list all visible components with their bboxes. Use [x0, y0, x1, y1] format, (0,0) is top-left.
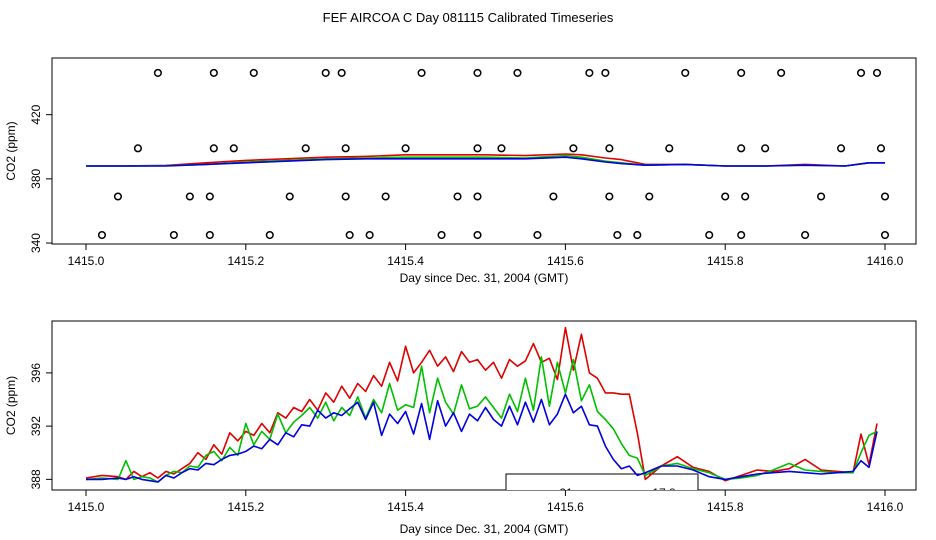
calibration-point	[113, 192, 123, 201]
bottom-plot-frame	[51, 320, 917, 491]
bottom-series-red	[85, 326, 878, 482]
top-y-tick-label: 380	[29, 169, 43, 189]
calibration-point	[365, 230, 374, 240]
bottom-x-tick-label: 1416.0	[867, 500, 904, 514]
bottom-x-tick-label: 1415.8	[707, 500, 744, 514]
top-x-tick-label: 1415.2	[227, 254, 264, 268]
bottom-x-axis-label: Day since Dec. 31, 2004 (GMT)	[400, 522, 569, 536]
bottom-y-tick-label: 396	[29, 363, 43, 383]
calibration-point	[817, 192, 826, 201]
legend-label-2: 17.8	[652, 486, 676, 500]
calibration-point	[737, 144, 746, 153]
calibration-point	[872, 68, 882, 77]
calibration-point	[97, 230, 107, 240]
calibration-point	[321, 68, 330, 77]
calibration-point	[337, 68, 346, 77]
legend-frame	[505, 473, 699, 490]
top-y-tick-label: 340	[29, 233, 43, 253]
calibration-point	[681, 68, 690, 77]
calibration-point	[880, 230, 890, 240]
calibration-point	[837, 144, 846, 153]
top-x-tick-label: 1415.8	[707, 254, 744, 268]
calibration-point	[777, 68, 786, 77]
calibration-point	[605, 192, 614, 201]
calibration-point	[633, 230, 642, 240]
calibration-point	[265, 230, 274, 240]
calibration-point	[169, 230, 178, 240]
top-x-axis-label: Day since Dec. 31, 2004 (GMT)	[400, 271, 569, 285]
bottom-series-group	[85, 326, 878, 483]
calibration-point	[301, 144, 310, 153]
top-series-blue	[86, 156, 885, 167]
calibration-point	[721, 192, 730, 201]
calibration-point	[585, 68, 594, 77]
calibration-point	[229, 144, 238, 153]
bottom-series-green	[85, 356, 878, 483]
calibration-point	[185, 192, 194, 201]
bottom-x-tick-label: 1415.4	[387, 500, 424, 514]
calibration-point	[417, 68, 426, 77]
bottom-y-axis-label: CO2 (ppm)	[4, 376, 18, 435]
calibration-point	[341, 192, 350, 201]
bottom-x-tick-label: 1415.6	[547, 500, 584, 514]
bottom-legend-box: 21 17.8	[505, 473, 699, 500]
calibration-point	[453, 192, 462, 201]
calibration-point	[497, 144, 506, 153]
calibration-point	[737, 230, 746, 240]
top-x-tick-label: 1415.0	[68, 254, 105, 268]
top-series-group	[86, 153, 885, 167]
calibration-point	[613, 230, 622, 240]
calibration-point	[205, 230, 214, 240]
calibration-point	[761, 144, 770, 153]
bottom-x-tick-label: 1415.0	[68, 500, 105, 514]
calibration-point	[345, 230, 354, 240]
bottom-x-tick-label: 1415.2	[227, 500, 264, 514]
top-panel: 1415.0 1415.2 1415.4 1415.6 1415.8 1416.0 340 3…	[4, 57, 917, 285]
calibration-point	[876, 144, 886, 153]
calibration-point	[665, 144, 674, 153]
calibration-point	[856, 68, 866, 77]
calibration-point	[381, 192, 390, 201]
top-x-tick-label: 1415.4	[387, 254, 424, 268]
top-plot-frame	[51, 57, 917, 245]
calibration-point	[880, 192, 890, 201]
calibration-point	[569, 144, 578, 153]
calibration-point	[473, 230, 482, 240]
calibration-point	[549, 192, 558, 201]
calibration-point	[801, 230, 810, 240]
calibration-point	[249, 68, 258, 77]
calibration-point	[285, 192, 294, 201]
calibration-point	[153, 68, 162, 77]
calibration-point	[645, 192, 654, 201]
calibration-point	[737, 68, 746, 77]
bottom-y-tick-label: 392	[29, 416, 43, 436]
calibration-point	[473, 68, 482, 77]
bottom-series-blue	[86, 393, 878, 483]
legend-label-1: 21	[559, 486, 573, 500]
calibration-point	[705, 230, 714, 240]
calibration-point	[341, 144, 350, 153]
calibration-point	[533, 230, 542, 240]
calibration-point	[209, 68, 218, 77]
calibration-point	[513, 68, 522, 77]
calibration-point	[205, 192, 214, 201]
calibration-point	[473, 192, 482, 201]
top-calibration-points	[97, 68, 890, 240]
chart-title: FEF AIRCOA C Day 081115 Calibrated Times…	[323, 10, 614, 25]
calibration-point	[473, 144, 482, 153]
calibration-point	[133, 144, 142, 153]
calibration-point	[401, 144, 410, 153]
top-x-tick-label: 1415.6	[547, 254, 584, 268]
top-y-tick-label: 420	[29, 104, 43, 124]
calibration-point	[209, 144, 218, 153]
bottom-panel: 1415.0 1415.2 1415.4 1415.6 1415.8 1416.0 388 3…	[4, 320, 917, 536]
top-x-tick-label: 1416.0	[867, 254, 904, 268]
calibration-point	[605, 144, 614, 153]
calibration-point	[601, 68, 610, 77]
top-y-axis-label: CO2 (ppm)	[4, 121, 18, 180]
calibration-point	[741, 192, 750, 201]
calibration-point	[437, 230, 446, 240]
bottom-y-tick-label: 388	[29, 469, 43, 489]
